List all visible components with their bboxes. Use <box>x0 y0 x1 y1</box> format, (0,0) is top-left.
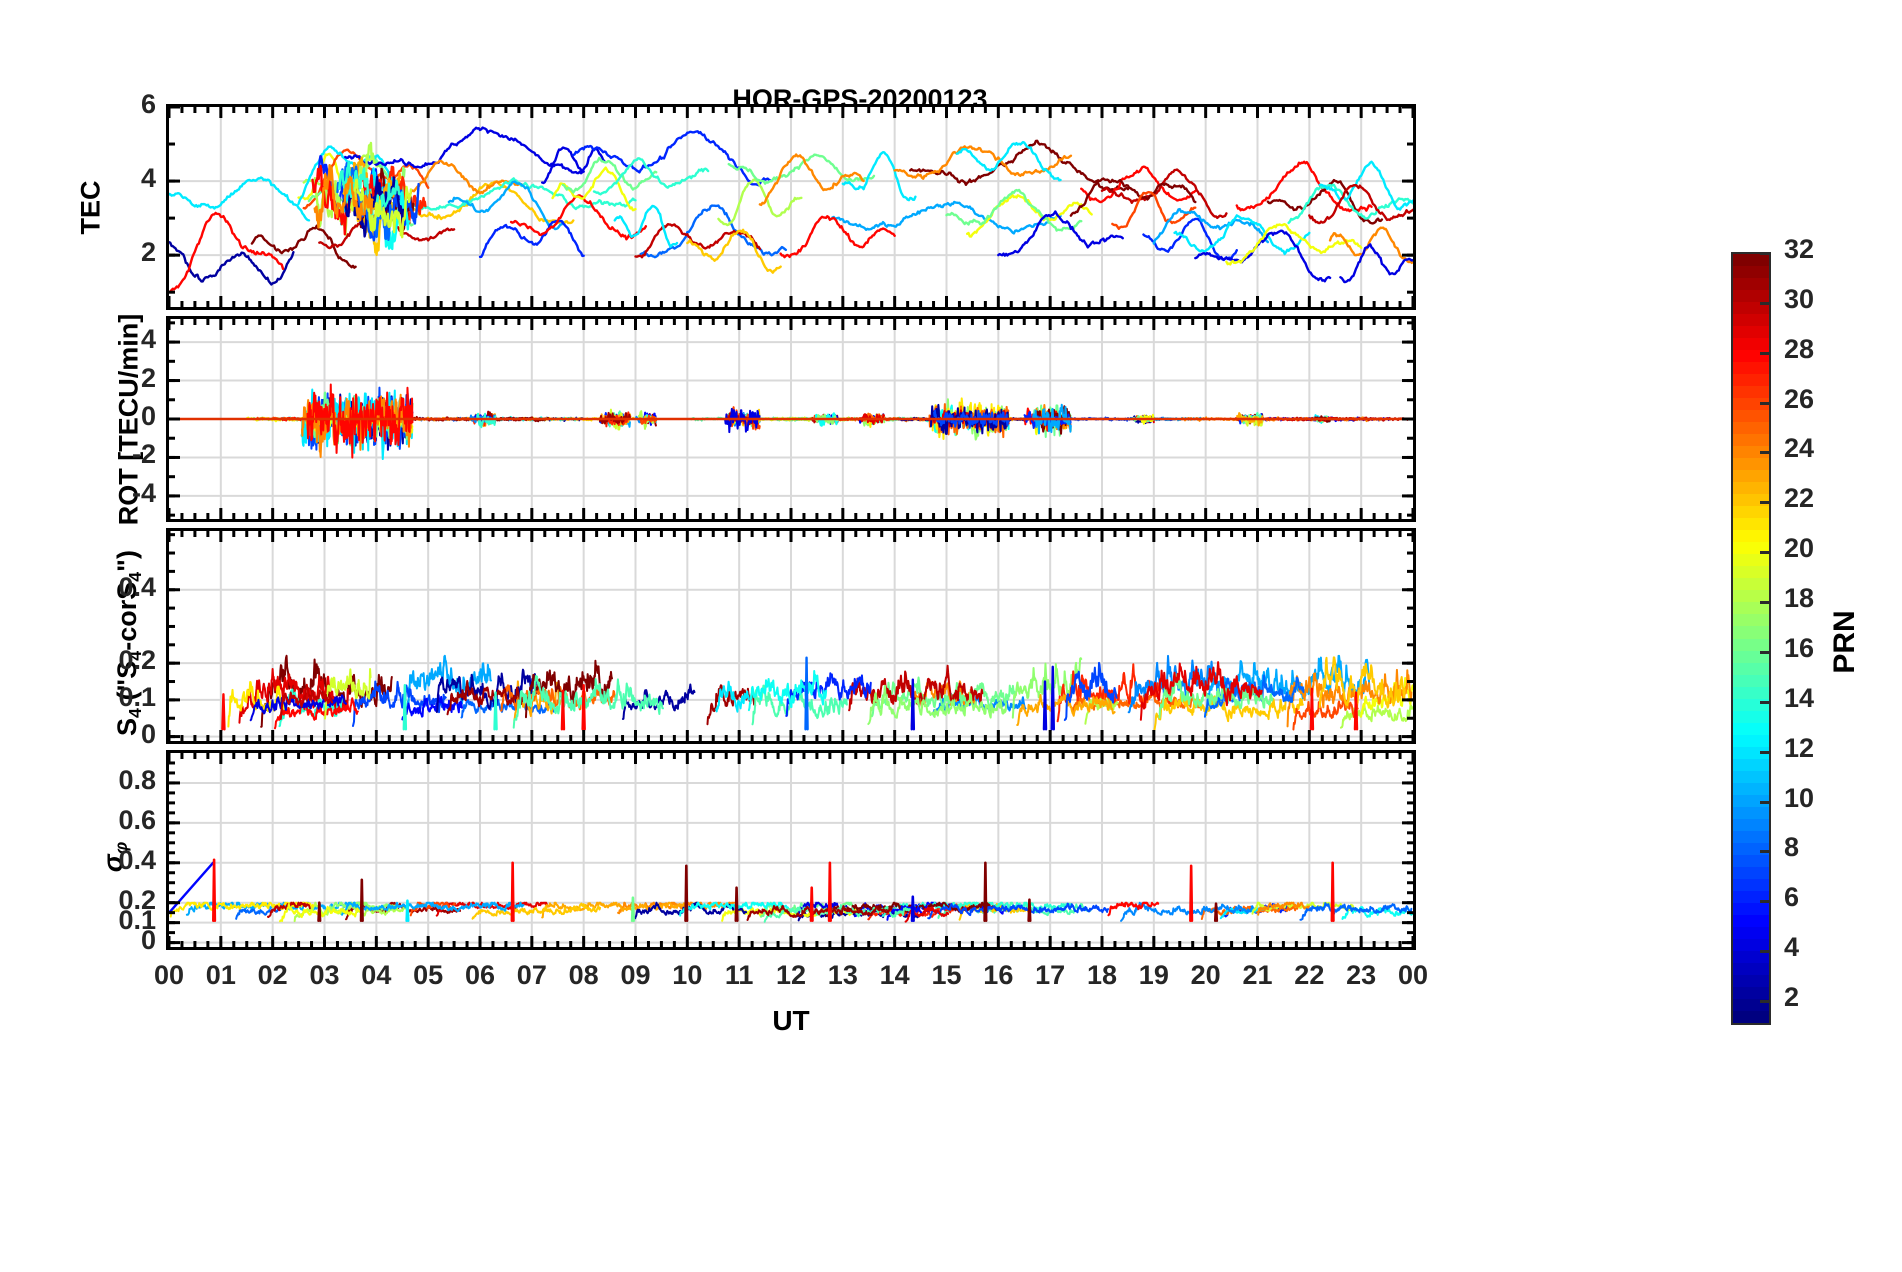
colorbar-tick-18: 18 <box>1784 583 1815 614</box>
panel-rot <box>166 316 1416 522</box>
tec-ytick-0: 2 <box>140 237 156 268</box>
x-tick-16: 16 <box>983 960 1014 990</box>
x-tick-0: 00 <box>153 960 185 990</box>
s4-ytick-0: 0 <box>140 718 156 749</box>
sigmaphi-ytick-2: 0.2 <box>118 884 156 915</box>
colorbar-tick-20: 20 <box>1784 533 1815 564</box>
x-tick-5: 05 <box>413 960 444 990</box>
colorbar-tick-24: 24 <box>1784 433 1815 464</box>
colorbar-tick-32: 32 <box>1784 234 1815 264</box>
rot-plot-area <box>169 319 1413 519</box>
s4-ytick-2: 0.2 <box>118 645 156 676</box>
rot-ytick-0: -4 <box>131 477 156 508</box>
colorbar-tick-mark <box>1760 252 1771 255</box>
panel-s4 <box>166 528 1416 744</box>
x-axis-label: UT <box>772 1005 810 1036</box>
colorbar-tick-14: 14 <box>1784 682 1815 713</box>
colorbar-tick-16: 16 <box>1784 632 1815 663</box>
x-tick-3: 03 <box>309 960 340 990</box>
tec-plot-area <box>169 107 1413 307</box>
x-tick-17: 17 <box>1035 960 1066 990</box>
x-tick-14: 14 <box>879 960 910 990</box>
colorbar-tick-4: 4 <box>1784 932 1800 963</box>
colorbar-tick-26: 26 <box>1784 383 1815 414</box>
colorbar-tick-12: 12 <box>1784 732 1815 763</box>
rot-ytick-4: 4 <box>140 324 156 355</box>
prn-colorbar <box>1731 252 1771 1025</box>
x-tick-21: 21 <box>1242 960 1273 990</box>
x-tick-10: 10 <box>672 960 703 990</box>
colorbar-title: PRN <box>1828 610 1861 674</box>
panel-sigma-phi <box>166 750 1416 950</box>
colorbar-tick-10: 10 <box>1784 782 1815 813</box>
colorbar-tick-mark <box>1760 1000 1771 1004</box>
x-tick-2: 02 <box>257 960 288 990</box>
colorbar-tick-2: 2 <box>1784 982 1800 1013</box>
panel-tec <box>166 104 1416 310</box>
x-tick-20: 20 <box>1190 960 1221 990</box>
colorbar-tick-8: 8 <box>1784 832 1800 863</box>
x-tick-9: 09 <box>620 960 651 990</box>
x-tick-1: 01 <box>205 960 236 990</box>
colorbar-tick-22: 22 <box>1784 483 1815 514</box>
x-tick-8: 08 <box>568 960 599 990</box>
colorbar-tick-30: 30 <box>1784 283 1815 314</box>
tec-ytick-2: 6 <box>140 89 156 119</box>
x-tick-12: 12 <box>775 960 807 990</box>
colorbar-tick-mark <box>1760 451 1771 455</box>
x-tick-18: 18 <box>1086 960 1118 990</box>
x-tick-6: 06 <box>464 960 496 990</box>
x-tick-11: 11 <box>724 960 754 990</box>
s4-plot-area <box>169 531 1413 741</box>
colorbar-tick-mark <box>1760 950 1771 954</box>
x-tick-4: 04 <box>361 960 392 990</box>
colorbar-tick-mark <box>1760 850 1771 854</box>
colorbar-tick-mark <box>1760 601 1771 605</box>
sigmaphi-ytick-1: 0.1 <box>118 904 156 935</box>
colorbar-tick-mark <box>1760 551 1771 555</box>
x-tick-15: 15 <box>931 960 962 990</box>
x-tick-7: 07 <box>516 960 547 990</box>
tec-ytick-1: 4 <box>140 163 156 194</box>
x-tick-23: 23 <box>1346 960 1377 990</box>
sigmaphi-ytick-0: 0 <box>140 924 156 955</box>
colorbar-tick-28: 28 <box>1784 333 1815 364</box>
rot-ytick-1: -2 <box>131 439 156 470</box>
colorbar-tick-mark <box>1760 750 1771 754</box>
colorbar-tick-mark <box>1760 650 1771 654</box>
rot-ytick-3: 2 <box>140 362 156 393</box>
s4-ytick-3: 0.4 <box>118 571 156 602</box>
colorbar-tick-mark <box>1760 351 1771 355</box>
s4-ytick-1: 0.1 <box>118 681 156 712</box>
x-tick-24: 00 <box>1397 960 1429 990</box>
sigmaphi-ytick-5: 0.8 <box>118 764 156 795</box>
x-tick-22: 22 <box>1294 960 1325 990</box>
colorbar-tick-mark <box>1760 900 1771 904</box>
colorbar-tick-mark <box>1760 301 1771 305</box>
colorbar-tick-mark <box>1760 501 1771 505</box>
sigma-phi-plot-area <box>169 753 1413 947</box>
sigmaphi-ytick-4: 0.6 <box>118 804 156 835</box>
colorbar-tick-mark <box>1760 800 1771 804</box>
colorbar-tick-6: 6 <box>1784 882 1800 913</box>
x-tick-19: 19 <box>1138 960 1169 990</box>
sigmaphi-ytick-3: 0.4 <box>118 844 156 875</box>
s4-axis-label: S4 ("S4-corS4") <box>112 483 146 803</box>
x-tick-13: 13 <box>827 960 858 990</box>
rot-ytick-2: 0 <box>140 401 156 431</box>
colorbar-tick-mark <box>1760 700 1771 704</box>
colorbar-tick-mark <box>1760 401 1771 405</box>
